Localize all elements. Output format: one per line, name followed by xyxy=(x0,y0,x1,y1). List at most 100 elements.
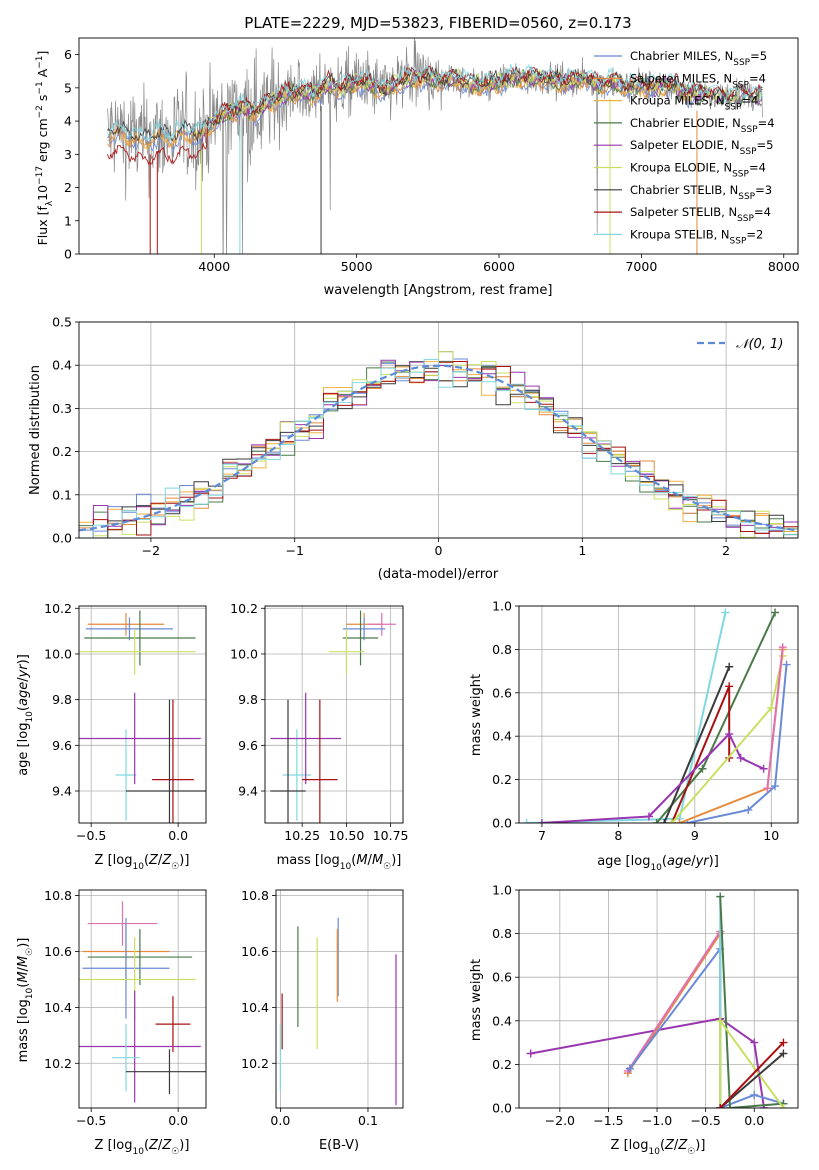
weight-marker-cS xyxy=(725,662,734,671)
x-tick-label: 10 xyxy=(763,828,779,843)
axes-frame xyxy=(78,605,207,824)
label-part: −17 xyxy=(35,166,45,185)
label-part: 10 xyxy=(650,863,662,873)
label-part: ☉ xyxy=(25,948,35,956)
y-tick-label: 10.8 xyxy=(44,888,72,903)
weight-marker-cE xyxy=(725,1104,734,1108)
x-tick-label: 5000 xyxy=(341,259,373,274)
x-axis-label: age [log10(age/yr)] xyxy=(597,854,719,873)
weight-line-extra_pink xyxy=(627,930,722,1072)
label-part: SSP xyxy=(733,58,750,68)
y-tick-label: 0.0 xyxy=(492,816,512,831)
label-part: λ xyxy=(45,200,55,206)
label-part: )] xyxy=(391,853,401,868)
label-part: Z [log xyxy=(611,1138,649,1153)
x-tick-label: 8 xyxy=(614,828,622,843)
y-tick-label: 10.2 xyxy=(44,601,72,616)
label-part: M xyxy=(16,956,31,967)
weight-marker-sE xyxy=(759,764,768,773)
label-part: / xyxy=(158,1138,163,1153)
y-tick-label: 0.2 xyxy=(52,444,72,459)
y-tick-label: 0.0 xyxy=(492,1101,512,1116)
y-tick-label: 0.2 xyxy=(492,1057,512,1072)
x-tick-label: 6000 xyxy=(483,259,515,274)
label-part: )] xyxy=(179,1138,189,1153)
weight-line-sE xyxy=(541,732,765,823)
y-axis-label: mass [log10(M/M☉)] xyxy=(16,938,35,1063)
weight-line-kE xyxy=(671,655,784,823)
label-part: Z xyxy=(161,853,172,868)
massEBV-axes: 0.0 0.1 10.2 10.4 10.6 10.8 E(B-V) xyxy=(241,888,404,1153)
x-tick-label: −2 xyxy=(142,543,160,558)
x-tick-label: 1 xyxy=(578,543,586,558)
weight-line-extra_pink xyxy=(766,647,784,789)
x-tick-label: 0.0 xyxy=(270,1113,290,1128)
y-tick-label: 0.3 xyxy=(52,401,72,416)
x-tick-label: 10.75 xyxy=(373,828,409,843)
x-tick-label: 8000 xyxy=(768,259,800,274)
model-line-sS xyxy=(107,65,763,166)
weight-marker-sS xyxy=(716,1104,725,1108)
ageZ-axes: −0.5 0.09.49.69.810.010.2Z [log10(Z/Z☉)]a… xyxy=(16,601,207,872)
y-tick-label: 0.4 xyxy=(492,729,512,744)
weight-marker-extra_pink xyxy=(778,643,787,652)
label-part: =2 xyxy=(746,227,763,241)
x-axis-label: Z [log10(Z/Z☉)] xyxy=(611,1138,706,1157)
label-part: )] xyxy=(709,854,719,869)
label-part: =3 xyxy=(755,183,772,197)
label-part: ( xyxy=(662,854,667,869)
legend-label: Kroupa ELODIE, NSSP=4 xyxy=(630,161,766,180)
label-part: / xyxy=(16,677,31,682)
y-tick-label: 10.2 xyxy=(44,1056,72,1071)
x-tick-label: 0.1 xyxy=(358,1113,378,1128)
x-tick-label: −0.5 xyxy=(76,1113,106,1128)
x-tick-label: −1 xyxy=(285,543,303,558)
y-tick-label: 10.4 xyxy=(44,1000,72,1015)
label-part: Salpeter STELIB, N xyxy=(630,205,737,219)
weightAge-marks xyxy=(522,608,791,823)
label-part: Z xyxy=(161,1138,172,1153)
label-part: ( xyxy=(144,1138,149,1153)
label-part: 10 xyxy=(35,185,50,201)
weight-marker-sE xyxy=(736,753,745,762)
x-axis-label: wavelength [Angstrom, rest frame] xyxy=(324,283,553,298)
x-tick-label: −1.5 xyxy=(593,1113,623,1128)
label-part: Z [log xyxy=(95,853,133,868)
weight-marker-cS xyxy=(660,819,669,823)
label-part: 10 xyxy=(132,862,144,872)
axes-frame xyxy=(78,37,799,255)
y-tick-label: 0.4 xyxy=(492,1013,512,1028)
y-tick-label: 10.4 xyxy=(241,1000,269,1015)
label-part: age [log xyxy=(597,854,650,869)
label-part: yr xyxy=(695,854,711,869)
weight-marker-sE xyxy=(750,1038,759,1047)
legend-label: Salpeter MILES, NSSP=4 xyxy=(630,71,766,90)
label-part: Z xyxy=(664,1138,675,1153)
label-part: ] xyxy=(35,51,50,56)
weight-marker-cM xyxy=(771,782,780,791)
label-part: yr xyxy=(16,663,31,679)
y-tick-label: 0.6 xyxy=(492,970,512,985)
axes-frame xyxy=(275,889,404,1109)
y-tick-label: 9.8 xyxy=(52,692,72,707)
legend-label: Chabrier STELIB, NSSP=3 xyxy=(630,183,772,202)
y-tick-label: 6 xyxy=(64,47,72,62)
label-part: 10 xyxy=(25,987,35,999)
y-tick-label: 1 xyxy=(64,213,72,228)
label-part: / xyxy=(158,853,163,868)
x-tick-label: 2 xyxy=(722,543,730,558)
label-part: 10 xyxy=(25,711,35,723)
x-axis-label: mass [log10(M/M☉)] xyxy=(277,853,402,872)
ageMass-axes: 10.25 10.50 10.75 9.4 9.6 9.8 10.0 10.2 mass [lo… xyxy=(230,601,409,872)
y-tick-label: 0 xyxy=(64,247,72,262)
label-part: =5 xyxy=(750,49,767,63)
label-part: )] xyxy=(179,853,189,868)
weight-marker-cM xyxy=(625,1064,634,1073)
label-part: =4 xyxy=(758,116,775,130)
weight-marker-cE xyxy=(652,819,661,823)
label-part: 10 xyxy=(648,1147,660,1157)
label-part: Chabrier STELIB, N xyxy=(630,183,738,197)
label-part: M xyxy=(372,853,383,868)
weight-marker-cS xyxy=(779,1049,788,1058)
label-part: =5 xyxy=(757,138,774,152)
